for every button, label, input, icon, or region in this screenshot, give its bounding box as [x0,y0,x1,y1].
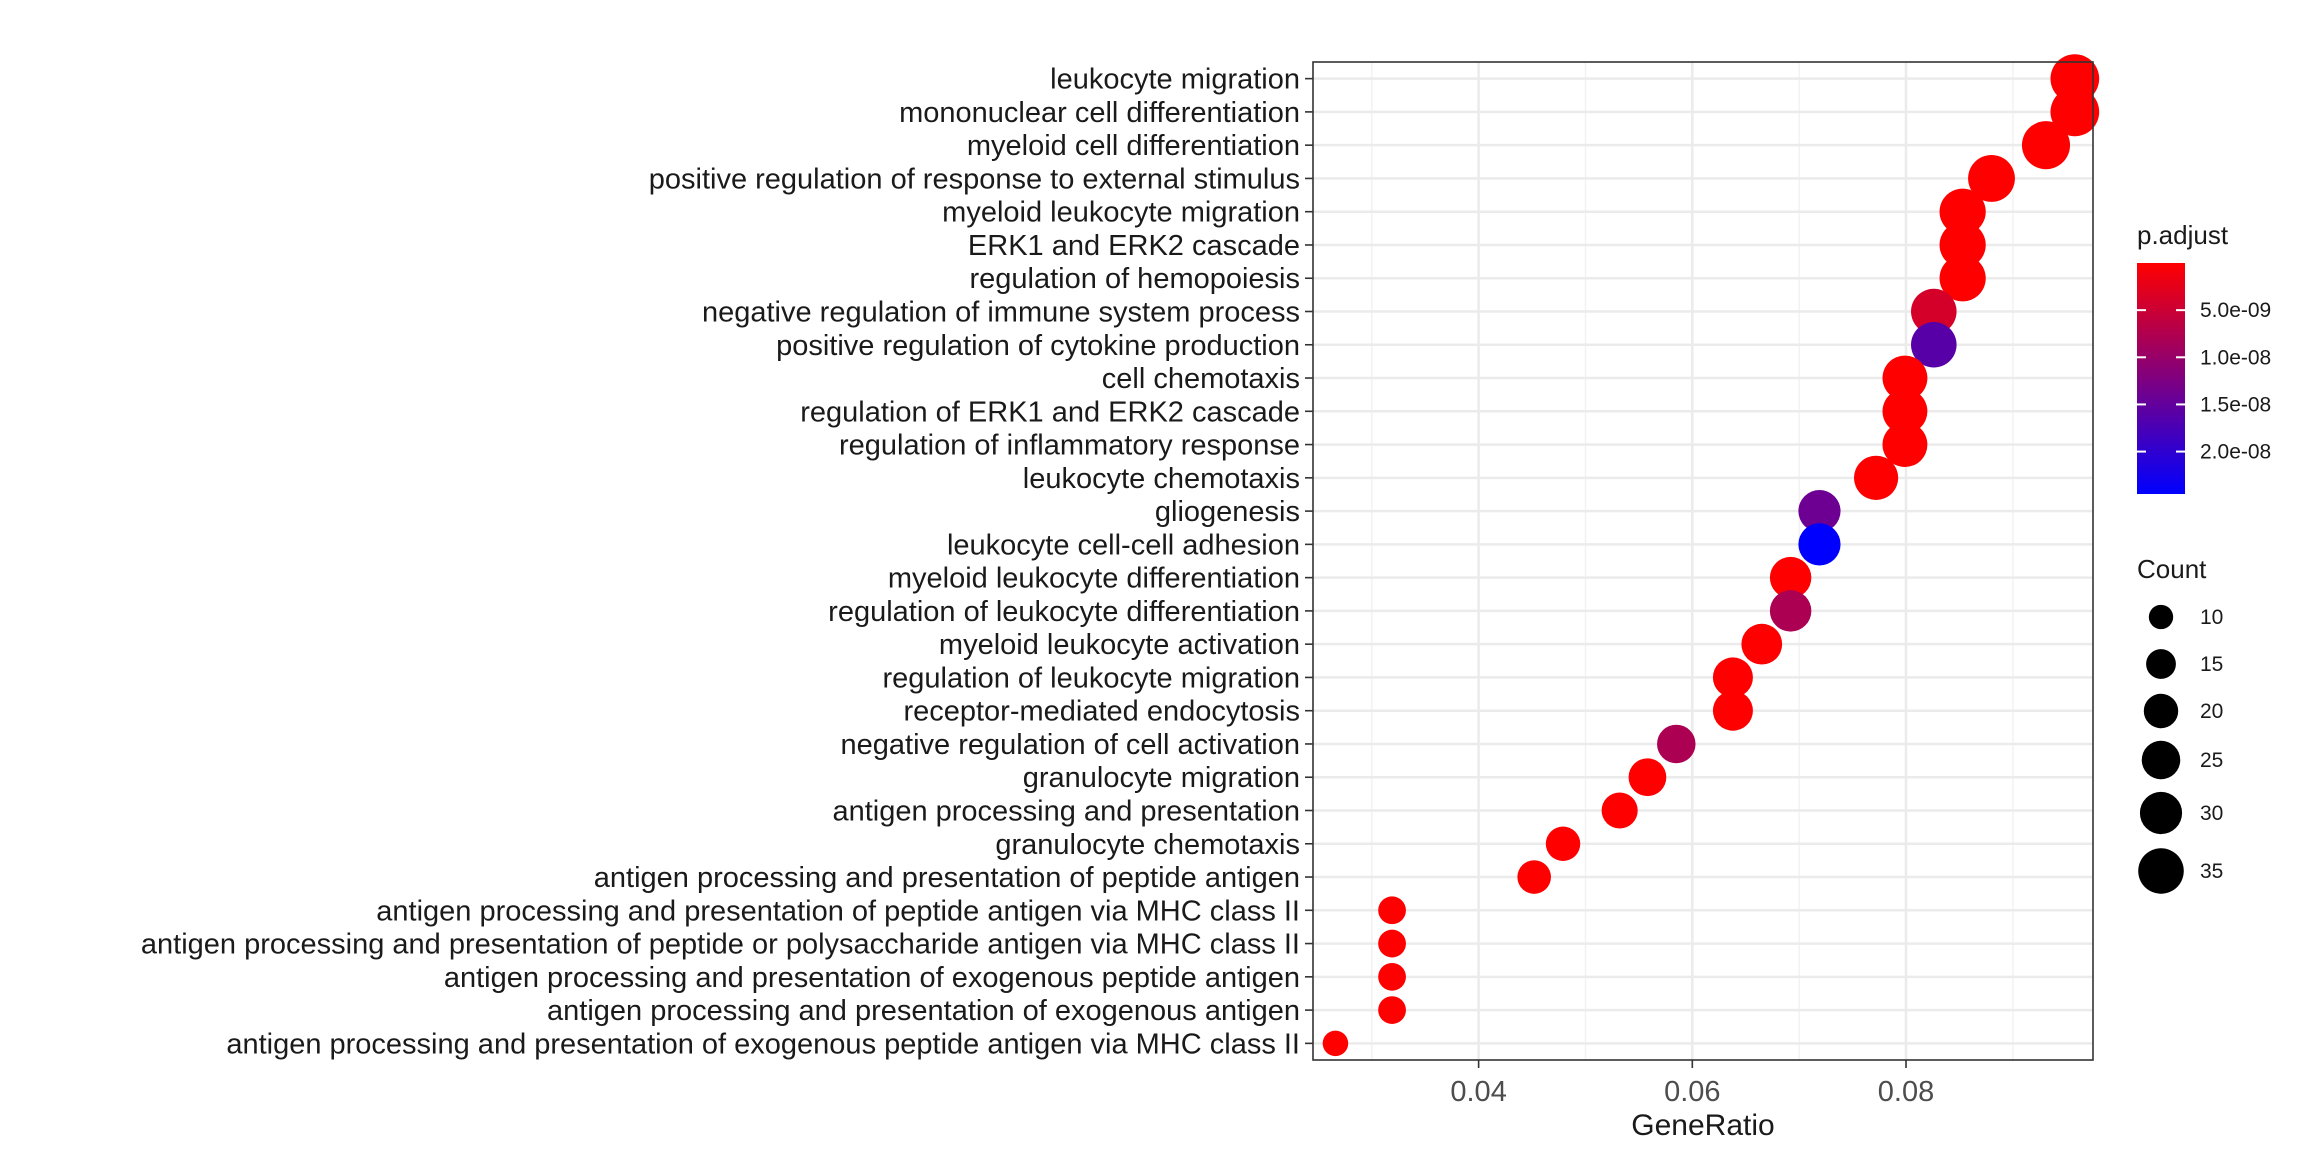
term-label: ERK1 and ERK2 cascade [968,230,1300,262]
data-point [1378,929,1406,958]
color-legend-label: 1.5e-08 [2200,393,2271,416]
data-point [2050,87,2100,137]
data-point [1911,321,1957,368]
size-legend-label: 10 [2200,606,2223,629]
size-legend-label: 25 [2200,749,2223,772]
color-legend: p.adjust 5.0e-09 1.0e-08 1.5e-08 2.0e-08 [2137,220,2271,494]
term-label: myeloid leukocyte differentiation [888,563,1300,595]
term-label: negative regulation of cell activation [841,729,1300,761]
x-tick-label: 0.04 [1450,1076,1506,1108]
size-legend-dot [2141,740,2181,780]
data-point [1882,422,1928,468]
data-point [1545,826,1581,861]
term-label: granulocyte chemotaxis [995,829,1300,861]
size-legend-label: 15 [2200,653,2223,676]
data-point [1517,860,1551,894]
data-points [1322,54,2100,1057]
term-label: antigen processing and presentation of e… [226,1028,1300,1060]
term-label: mononuclear cell differentiation [899,97,1300,129]
data-point [1882,388,1928,434]
data-point [1628,758,1667,797]
data-point [1378,962,1406,991]
data-point [1322,1030,1349,1057]
color-legend-bar [2137,263,2185,494]
plot-panel-border [1312,61,2094,1061]
term-label: myeloid cell differentiation [967,130,1300,162]
size-legend-label: 30 [2200,802,2223,825]
color-legend-label: 1.0e-08 [2200,346,2271,369]
term-label: myeloid leukocyte migration [942,197,1300,229]
size-legend-items: 10 15 20 25 30 35 [2138,604,2223,894]
data-point [1968,155,2015,202]
x-axis: 0.04 0.06 0.08 [1450,1060,1934,1108]
term-label: leukocyte migration [1050,64,1300,96]
term-label: antigen processing and presentation [832,796,1300,828]
data-point [2050,54,2100,103]
term-label: antigen processing and presentation of p… [376,895,1300,927]
size-legend-dot [2139,791,2183,835]
data-point [1712,657,1753,698]
data-point [1798,523,1841,566]
term-label: antigen processing and presentation of p… [594,862,1300,894]
term-label: regulation of leukocyte migration [882,662,1300,694]
term-label: leukocyte cell-cell adhesion [947,529,1300,561]
data-point [1769,590,1812,632]
term-label: negative regulation of immune system pro… [702,297,1300,329]
data-point [1882,355,1928,401]
data-point [2021,121,2071,170]
size-legend-label: 20 [2200,700,2223,723]
size-legend-dot [2148,604,2174,630]
size-legend: Count 10 15 20 25 30 35 [2137,554,2223,894]
size-legend-label: 35 [2200,860,2223,883]
x-tick-label: 0.06 [1664,1076,1720,1108]
color-legend-title: p.adjust [2137,220,2229,250]
data-point [1939,188,1986,235]
term-label: receptor-mediated endocytosis [903,696,1300,728]
x-axis-title: GeneRatio [1631,1109,1774,1142]
x-tick-label: 0.08 [1878,1076,1934,1108]
plot-area [1312,54,2100,1061]
size-legend-title: Count [2137,554,2207,584]
term-label: regulation of leukocyte differentiation [828,596,1300,628]
data-point [1939,221,1986,269]
term-label: granulocyte migration [1023,762,1300,794]
term-label: cell chemotaxis [1102,363,1300,395]
color-legend-ticks: 5.0e-09 1.0e-08 1.5e-08 2.0e-08 [2137,299,2271,464]
size-legend-dot [2138,848,2184,894]
size-legend-dot [2146,649,2176,679]
term-label: positive regulation of response to exter… [649,163,1300,195]
data-point [1601,792,1638,829]
term-label: antigen processing and presentation of p… [141,929,1300,961]
data-point [1712,690,1753,731]
term-label: positive regulation of cytokine producti… [776,330,1300,362]
term-label: myeloid leukocyte activation [939,629,1300,661]
size-legend-dot [2143,693,2179,729]
data-point [1853,455,1899,500]
color-legend-label: 2.0e-08 [2200,441,2271,464]
data-point [1378,896,1406,925]
term-label: regulation of ERK1 and ERK2 cascade [800,396,1300,428]
term-label: antigen processing and presentation of e… [444,962,1300,994]
data-point [1769,556,1812,599]
data-point [1798,490,1841,533]
grid-lines [1313,62,2093,1060]
term-label: antigen processing and presentation of e… [547,995,1300,1027]
color-legend-label: 5.0e-09 [2200,299,2271,322]
data-point [1741,623,1783,665]
data-point [1657,724,1696,764]
data-point [1911,288,1957,335]
term-label: regulation of inflammatory response [839,430,1300,462]
data-point [1939,255,1986,302]
data-point [1378,996,1406,1024]
term-label: leukocyte chemotaxis [1023,463,1300,495]
term-label: regulation of hemopoiesis [970,263,1300,295]
term-label: gliogenesis [1155,496,1300,528]
